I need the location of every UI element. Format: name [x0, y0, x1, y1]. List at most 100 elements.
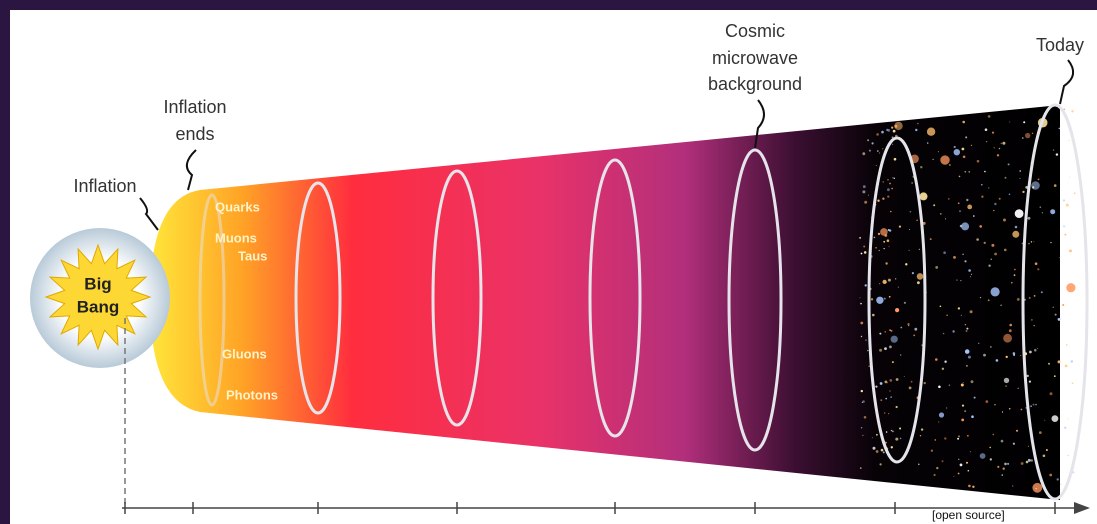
galaxy	[971, 145, 972, 146]
galaxy	[872, 314, 875, 317]
galaxy	[1015, 226, 1018, 229]
galaxy	[966, 328, 968, 330]
galaxy	[1060, 484, 1061, 485]
galaxy	[1039, 431, 1042, 434]
galaxy	[881, 131, 884, 134]
galaxy	[894, 122, 902, 130]
galaxy	[912, 272, 914, 274]
galaxy	[974, 397, 976, 399]
galaxy	[968, 470, 970, 472]
galaxy	[962, 254, 963, 255]
galaxy	[967, 435, 969, 437]
galaxy	[894, 178, 895, 179]
galaxy	[896, 378, 899, 381]
galaxy	[867, 139, 869, 141]
galaxy	[900, 327, 902, 329]
galaxy	[868, 195, 869, 196]
galaxy	[885, 398, 887, 400]
galaxy	[1021, 409, 1023, 411]
inflation-ends-label: ends	[175, 124, 214, 144]
galaxy	[990, 346, 992, 348]
galaxy	[961, 315, 962, 316]
galaxy	[970, 310, 973, 313]
galaxy	[876, 165, 877, 166]
galaxy	[916, 220, 917, 221]
galaxy	[1050, 209, 1055, 214]
galaxy	[1069, 250, 1072, 253]
galaxy	[967, 205, 972, 210]
galaxy	[892, 361, 894, 363]
galaxy	[907, 323, 909, 325]
galaxy	[1012, 231, 1019, 238]
galaxy	[991, 287, 1000, 296]
galaxy	[1071, 397, 1073, 399]
galaxy	[936, 467, 938, 469]
galaxy	[954, 149, 960, 155]
galaxy	[882, 198, 884, 200]
galaxy	[1053, 307, 1054, 308]
galaxy	[1043, 455, 1046, 458]
galaxy	[865, 339, 867, 341]
galaxy	[973, 215, 975, 217]
galaxy	[1031, 319, 1032, 320]
galaxy	[943, 333, 945, 335]
galaxy	[1059, 257, 1060, 258]
galaxy	[969, 171, 970, 172]
galaxy	[1017, 298, 1020, 301]
galaxy	[961, 222, 969, 230]
galaxy	[1016, 430, 1018, 432]
galaxy	[1028, 446, 1029, 447]
galaxy	[881, 449, 884, 452]
galaxy	[1019, 170, 1021, 172]
galaxy	[1050, 242, 1051, 243]
galaxy	[1004, 249, 1007, 252]
galaxy	[919, 249, 920, 250]
galaxy	[1029, 351, 1032, 354]
galaxy	[986, 400, 989, 403]
galaxy	[930, 238, 932, 240]
galaxy	[1042, 212, 1043, 213]
galaxy	[909, 250, 910, 251]
cmb-label: Cosmic	[725, 21, 785, 41]
galaxy	[895, 278, 896, 279]
galaxy	[994, 253, 997, 256]
galaxy	[978, 343, 979, 344]
galaxy	[1002, 411, 1003, 412]
galaxy	[1013, 352, 1016, 355]
galaxy	[863, 246, 865, 248]
galaxy	[946, 407, 947, 408]
galaxy	[1009, 122, 1010, 123]
galaxy	[960, 464, 963, 467]
galaxy	[938, 386, 941, 389]
galaxy	[988, 299, 990, 301]
galaxy	[889, 296, 891, 298]
galaxy	[899, 226, 901, 228]
galaxy	[1002, 474, 1003, 475]
galaxy	[876, 434, 878, 436]
galaxy	[917, 281, 920, 284]
galaxy	[1054, 375, 1056, 377]
galaxy	[890, 396, 892, 398]
galaxy	[890, 379, 893, 382]
galaxy	[862, 402, 863, 403]
credit: [open source]	[932, 508, 1005, 522]
galaxy	[861, 427, 862, 428]
galaxy	[965, 136, 967, 138]
galaxy	[861, 336, 862, 337]
galaxy	[1063, 305, 1069, 311]
galaxy	[913, 335, 915, 337]
galaxy	[1009, 329, 1012, 332]
galaxy	[880, 228, 888, 236]
galaxy	[883, 241, 885, 243]
galaxy	[1071, 360, 1073, 362]
galaxy	[959, 210, 961, 212]
galaxy	[935, 358, 938, 361]
galaxy	[984, 171, 986, 173]
galaxy	[1068, 143, 1069, 144]
galaxy	[872, 142, 874, 144]
galaxy	[921, 428, 923, 430]
galaxy	[985, 128, 988, 131]
galaxy	[891, 430, 892, 431]
big-bang-label: Big	[84, 274, 111, 293]
galaxy	[1053, 149, 1054, 150]
